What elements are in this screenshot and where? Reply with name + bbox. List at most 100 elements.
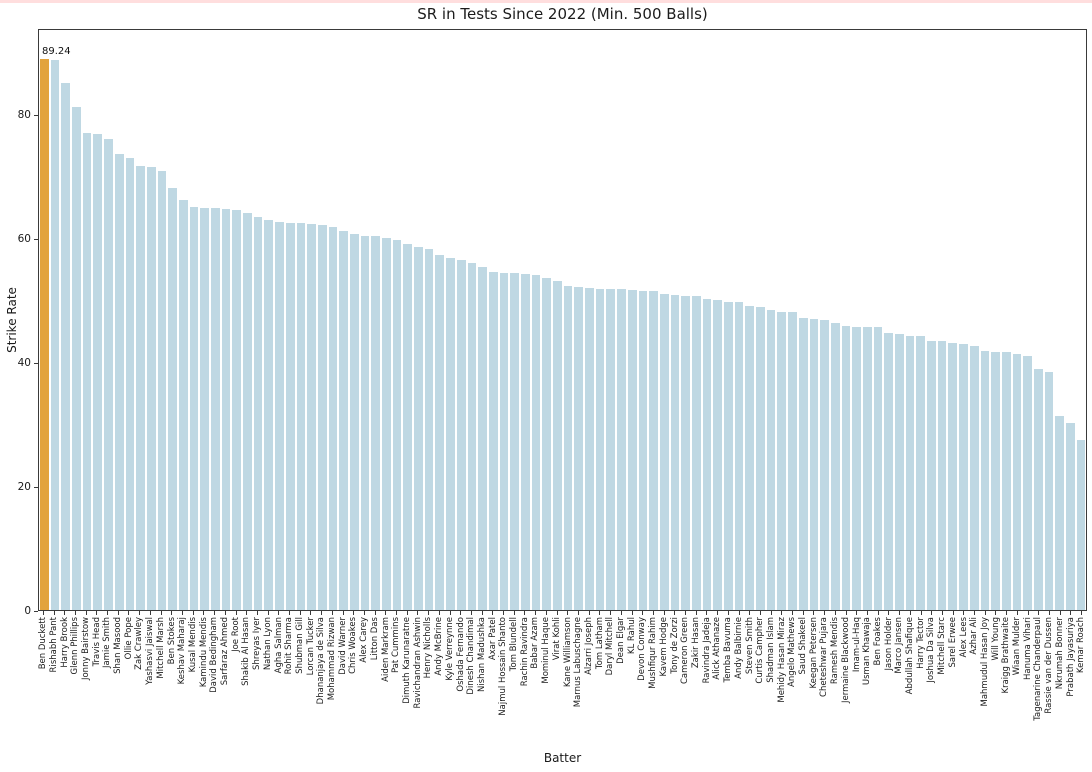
x-tick-label-cell: Mushfiqur Rahim [648, 617, 659, 689]
bar-wiaan-mulder [1012, 353, 1022, 610]
x-tick-label-jason-holder: Jason Holder [883, 617, 894, 671]
bar-alex-lees [959, 343, 968, 610]
x-tick-label-andy-mcbrine: Andy McBrine [434, 617, 445, 676]
x-tick-label-jamie-smith: Jamie Smith [102, 617, 113, 669]
bar-shan-masood [114, 153, 124, 610]
x-tick-label-chris-woakes: Chris Woakes [348, 617, 359, 674]
x-tick-mark [348, 611, 359, 615]
bar-rohit-sharma [285, 222, 295, 610]
x-tick-mark [702, 611, 713, 615]
x-tick-label-ben-foakes: Ben Foakes [872, 617, 883, 666]
x-tick-mark [1033, 611, 1044, 615]
bar-saud-shakeel [798, 318, 808, 610]
x-tick-mark [809, 611, 820, 615]
x-tick-label-cell: Zakir Hasan [691, 617, 702, 668]
x-tick-label-ravindra-jadeja: Ravindra Jadeja [701, 617, 712, 684]
bar-nishan-madushka [478, 266, 487, 610]
bar-usman-khawaja [862, 326, 872, 610]
x-tick-label-cell: Axar Patel [488, 617, 499, 660]
bar-will-young [991, 351, 1000, 610]
bar-najmul-hossain-shanto [499, 272, 509, 610]
x-tick-label-cell: Rishabh Pant [49, 617, 60, 672]
x-tick-mark [723, 611, 734, 615]
x-tick-mark [562, 611, 573, 615]
y-tick-mark [34, 611, 38, 612]
x-tick-label-cell: Saud Shakeel [798, 617, 809, 675]
x-tick-label-shadman-islam: Shadman Islam [765, 617, 776, 683]
x-tick-label-harry-brook: Harry Brook [59, 617, 70, 668]
x-tick-label-curtis-campher: Curtis Campher [755, 617, 766, 684]
x-tick-mark [124, 611, 135, 615]
x-tick-mark [306, 611, 317, 615]
bar-daryl-mitchell [606, 288, 616, 610]
bar-alex-carey [360, 235, 370, 610]
x-tick-label-cell: Prabath Jayasuriya [1066, 617, 1077, 697]
x-tick-mark [520, 611, 531, 615]
x-tick-mark [755, 611, 766, 615]
x-tick-label-cell: Jermaine Blackwood [841, 617, 852, 703]
bar-prabath-jayasuriya [1066, 423, 1075, 610]
x-tick-mark [1076, 611, 1087, 615]
y-tick-label-80: 80 [17, 109, 31, 122]
x-tick-mark [851, 611, 862, 615]
bar-mitchell-starc [937, 341, 947, 610]
x-tick-mark [1012, 611, 1023, 615]
x-tick-label-cell: Kraigg Brathwaite [1001, 617, 1012, 693]
x-tick-mark [199, 611, 210, 615]
x-tick-mark [787, 611, 798, 615]
bar-tom-blundell [510, 273, 519, 610]
x-axis-tick-labels: Ben Duckett Rishabh Pant Harry Brook Glenn … [38, 617, 1087, 745]
x-tick-mark [413, 611, 424, 615]
bar-aiden-markram [382, 237, 391, 610]
x-tick-label-cell: Alzarri Joseph [584, 617, 595, 675]
x-tick-label-cell: Nishan Madushka [477, 617, 488, 692]
x-tick-label-cell: Shreyas Iyer [252, 617, 263, 670]
x-tick-label-cell: Najmul Hossain Shanto [498, 617, 509, 716]
x-tick-label-cell: Aiden Markram [381, 617, 392, 682]
bar-dean-elgar [617, 289, 626, 610]
bar-yashasvi-jaiswal [146, 166, 156, 610]
x-tick-label-tony-de-zorzi: Tony de Zorzi [669, 617, 680, 674]
bar-agha-salman [275, 222, 284, 610]
x-tick-label-sarel-erwee: Sarel Erwee [947, 617, 958, 668]
x-tick-label-cell: Alex Carey [359, 617, 370, 663]
x-tick-label-saud-shakeel: Saud Shakeel [798, 617, 809, 675]
x-tick-mark [616, 611, 627, 615]
bar-kl-rahul [627, 290, 637, 610]
bar-tom-latham [595, 288, 605, 610]
bar-abdullah-shafique [905, 335, 915, 610]
bar-kane-williamson [563, 286, 573, 610]
bar-mahmudul-hasan-joy [980, 351, 990, 610]
x-tick-label-kamindu-mendis: Kamindu Mendis [198, 617, 209, 688]
x-tick-label-lorcan-tucker: Lorcan Tucker [305, 617, 316, 676]
x-tick-label-cell: Kusal Mendis [188, 617, 199, 672]
x-tick-label-joshua-da-silva: Joshua Da Silva [926, 617, 937, 683]
bar-devon-conway [638, 290, 648, 610]
bar-mitchell-marsh [157, 170, 167, 610]
x-tick-label-rohit-sharma: Rohit Sharma [284, 617, 295, 675]
x-tick-mark [295, 611, 306, 615]
x-tick-label-cell: Joe Root [231, 617, 242, 652]
bar-nathan-lyon [264, 220, 274, 610]
x-tick-label-henry-nicholls: Henry Nicholls [423, 617, 434, 679]
x-tick-label-mehidy-hasan-miraz: Mehidy Hasan Miraz [776, 617, 787, 703]
bar-marnus-labuschagne [574, 286, 584, 610]
x-tick-label-cell: Kyle Verreynne [445, 617, 456, 681]
x-tick-label-cell: Mitchell Starc [937, 617, 948, 675]
bar-kamindu-mendis [200, 207, 209, 610]
x-tick-mark [744, 611, 755, 615]
x-tick-label-mitchell-marsh: Mitchell Marsh [155, 617, 166, 679]
bar-litton-das [371, 236, 380, 610]
x-tick-mark [541, 611, 552, 615]
x-tick-mark [937, 611, 948, 615]
x-tick-label-alick-athanaze: Alick Athanaze [712, 617, 723, 680]
bar-kyle-verreynne [446, 257, 455, 610]
x-tick-label-harry-tector: Harry Tector [915, 617, 926, 669]
x-tick-label-david-bedingham: David Bedingham [209, 617, 220, 693]
x-tick-label-mahmudul-hasan-joy: Mahmudul Hasan Joy [979, 617, 990, 707]
x-tick-mark [488, 611, 499, 615]
bar-dinesh-chandimal [467, 263, 477, 610]
x-tick-mark [862, 611, 873, 615]
x-tick-label-cell: Keshav Maharaj [177, 617, 188, 684]
